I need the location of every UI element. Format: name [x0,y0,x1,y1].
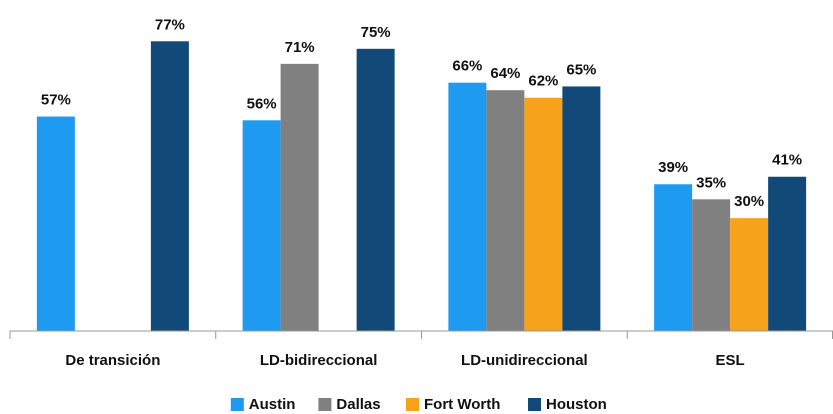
x-tick-label: LD-bidireccional [260,352,378,369]
bar [36,116,75,331]
data-label: 30% [734,193,764,210]
data-label: 66% [452,58,482,75]
bar [654,184,693,331]
data-label: 65% [566,61,596,78]
legend-swatch [318,398,332,411]
data-label: 39% [658,159,688,176]
bar [356,48,395,331]
bar [692,199,731,331]
legend-label: Dallas [336,396,380,413]
data-label: 75% [361,24,391,41]
bar [448,82,487,331]
bar [768,176,807,331]
legend-label: Houston [546,396,607,413]
x-tick-label: De transición [65,352,160,369]
legend-label: Austin [249,396,296,413]
legend-swatch [230,398,244,411]
data-label: 62% [528,73,558,90]
bar [150,41,189,331]
data-label: 41% [772,152,802,169]
bar [280,63,319,332]
legend-label: Fort Worth [424,396,500,413]
data-label: 77% [155,16,185,33]
bar [486,90,525,331]
data-label: 56% [247,95,277,112]
legend-swatch [528,398,541,411]
data-label: 71% [285,39,315,56]
x-tick-label: ESL [716,352,745,369]
data-label: 35% [696,174,726,191]
bar [524,97,563,331]
bar [730,218,769,331]
bar [562,86,601,331]
legend-swatch [406,398,419,411]
x-tick-label: LD-unidireccional [461,352,588,369]
data-label: 64% [490,65,520,82]
bar [242,120,281,331]
data-label: 57% [41,92,71,109]
